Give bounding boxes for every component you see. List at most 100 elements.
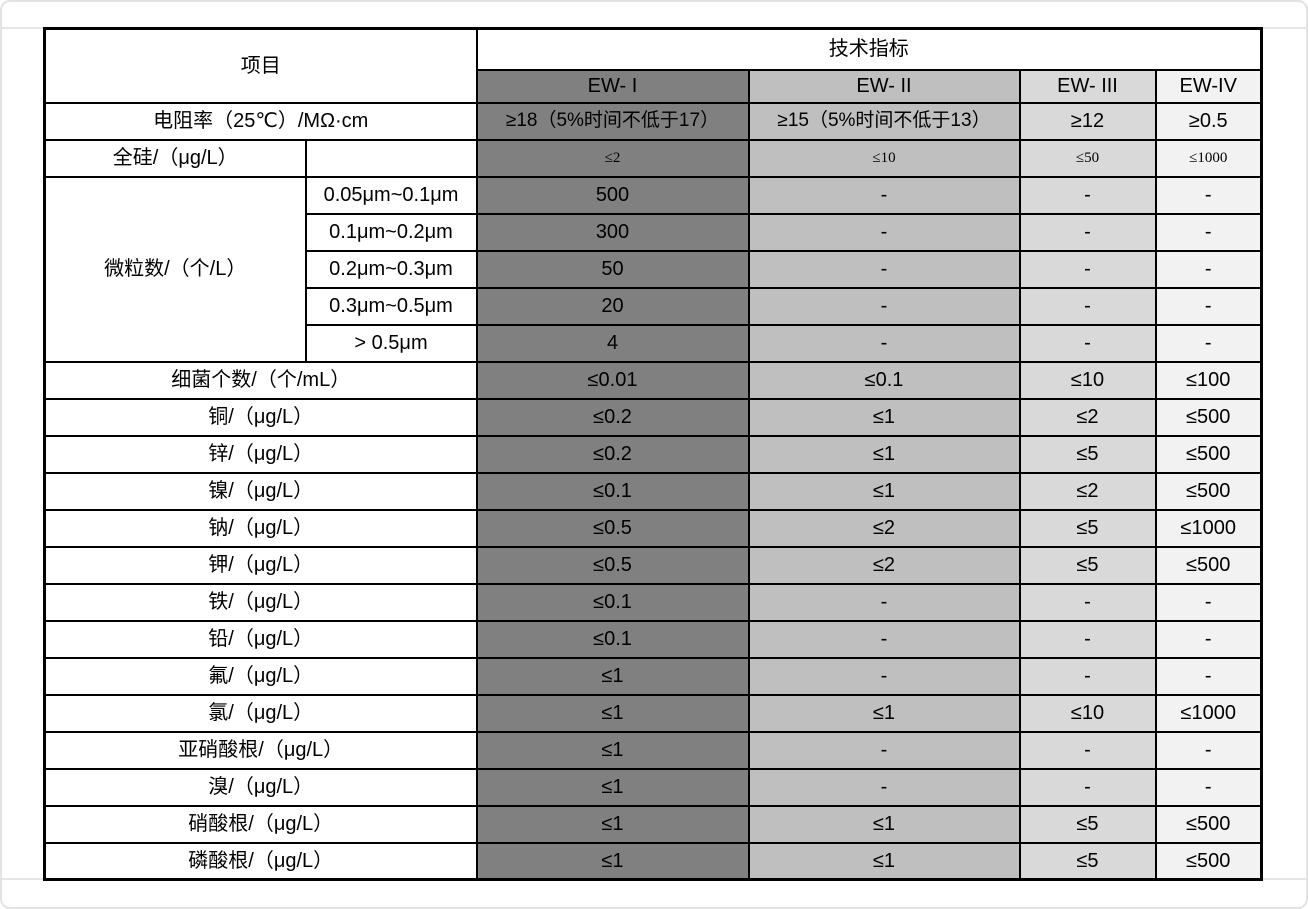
cell-ew2: ≤1	[747, 471, 1021, 511]
cell-ew4: -	[1154, 767, 1263, 807]
cell-ew1: ≤0.1	[475, 471, 750, 511]
cell-ew1: ≤0.1	[475, 619, 750, 659]
row-label: 铅/（μg/L）	[43, 619, 478, 659]
table-row: 镍/（μg/L） ≤0.1 ≤1 ≤2 ≤500	[43, 471, 1263, 511]
table-row: 溴/（μg/L） ≤1- - -	[43, 767, 1263, 807]
table-row: 硝酸根/（μg/L） ≤1 ≤1 ≤5 ≤500	[43, 804, 1263, 844]
particle-size-label: 0.1μm~0.2μm	[304, 212, 478, 252]
particle-row: 0.2μm~0.3μm 50- - -	[45, 249, 1263, 289]
cell-ew4: ≤1000	[1154, 138, 1263, 178]
cell-ew1: ≤0.2	[475, 397, 750, 437]
cell-ew1: ≤0.01	[475, 360, 750, 400]
cell-ew1: 4	[475, 323, 750, 363]
particle-row: > 0.5μm 4- - -	[45, 323, 1263, 363]
cell-ew2: -	[747, 249, 1021, 289]
particle-row: 0.1μm~0.2μm 300- - -	[45, 212, 1263, 252]
header-row-top: 项目 技术指标	[43, 27, 1263, 104]
cell-ew2: ≤2	[747, 545, 1021, 585]
cell-ew1: ≤0.1	[475, 582, 750, 622]
cell-ew2: -	[747, 582, 1021, 622]
cell-ew4: -	[1154, 656, 1263, 696]
row-label: 钠/（μg/L）	[43, 508, 478, 548]
cell-ew1: 300	[475, 212, 750, 252]
table-row: 氯/（μg/L） ≤1 ≤1 ≤10 ≤1000	[43, 693, 1263, 733]
row-label: 硝酸根/（μg/L）	[43, 804, 478, 844]
cell-ew3: -	[1018, 730, 1157, 770]
particle-size-label: 0.05μm~0.1μm	[304, 175, 478, 215]
cell-ew3: ≤5	[1018, 804, 1157, 844]
table-row: 钠/（μg/L） ≤0.5 ≤2 ≤5 ≤1000	[43, 508, 1263, 548]
grade-header-ew4: EW-IV	[1154, 68, 1263, 104]
cell-ew4: ≤500	[1154, 841, 1263, 881]
cell-ew3: -	[1018, 767, 1157, 807]
table-row: 铜/（μg/L） ≤0.2 ≤1 ≤2 ≤500	[43, 397, 1263, 437]
particle-group-label: 微粒数/（个/L）	[43, 175, 307, 363]
cell-ew4: ≤1000	[1154, 693, 1263, 733]
cell-ew2: ≤1	[747, 397, 1021, 437]
row-label: 铁/（μg/L）	[43, 582, 478, 622]
silicon-empty-cell	[304, 138, 478, 178]
cell-ew3: -	[1018, 582, 1157, 622]
cell-ew3: -	[1018, 619, 1157, 659]
cell-ew3: -	[1018, 212, 1157, 252]
row-label: 全硅/（μg/L）	[43, 138, 307, 178]
cell-ew1: 50	[475, 249, 750, 289]
table-row: 钾/（μg/L） ≤0.5 ≤2 ≤5 ≤500	[43, 545, 1263, 585]
cell-ew3: ≤2	[1018, 397, 1157, 437]
cell-ew1: ≤1	[475, 693, 750, 733]
cell-ew4: ≤1000	[1154, 508, 1263, 548]
cell-ew3: ≤50	[1018, 138, 1157, 178]
cell-ew1: ≤1	[475, 730, 750, 770]
cell-ew3: ≤5	[1018, 841, 1157, 881]
cell-ew2: ≤1	[747, 804, 1021, 844]
table-row: 氟/（μg/L） ≤1- - -	[43, 656, 1263, 696]
row-label: 磷酸根/（μg/L）	[43, 841, 478, 881]
grade-header-ew2: EW- II	[747, 68, 1021, 104]
row-label: 细菌个数/（个/mL）	[43, 360, 478, 400]
cell-ew1: ≤0.5	[475, 508, 750, 548]
particle-size-label: 0.3μm~0.5μm	[304, 286, 478, 326]
silicon-row: 全硅/（μg/L） ≤2 ≤10 ≤50 ≤1000	[43, 138, 1263, 178]
row-label: 电阻率（25℃）/MΩ·cm	[43, 101, 478, 141]
cell-ew1: ≤0.5	[475, 545, 750, 585]
cell-ew2: ≤10	[747, 138, 1021, 178]
row-label: 氯/（μg/L）	[43, 693, 478, 733]
cell-ew4: -	[1154, 323, 1263, 363]
cell-ew1: ≥18（5%时间不低于17）	[475, 101, 750, 141]
cell-ew4: -	[1154, 249, 1263, 289]
cell-ew2: ≤2	[747, 508, 1021, 548]
cell-ew2: -	[747, 175, 1021, 215]
table-row: 磷酸根/（μg/L） ≤1 ≤1 ≤5 ≤500	[43, 841, 1263, 881]
cell-ew2: -	[747, 767, 1021, 807]
cell-ew4: -	[1154, 212, 1263, 252]
cell-ew4: ≤500	[1154, 434, 1263, 474]
grade-header-ew1: EW- I	[475, 68, 750, 104]
cell-ew4: ≥0.5	[1154, 101, 1263, 141]
particle-row: 微粒数/（个/L） 0.05μm~0.1μm 500- - -	[43, 175, 1263, 363]
row-label: 亚硝酸根/（μg/L）	[43, 730, 478, 770]
cell-ew2: ≤1	[747, 693, 1021, 733]
cell-ew2: -	[747, 323, 1021, 363]
cell-ew1: ≤1	[475, 767, 750, 807]
item-header: 项目	[43, 27, 478, 104]
cell-ew3: -	[1018, 175, 1157, 215]
row-label: 镍/（μg/L）	[43, 471, 478, 511]
row-label: 溴/（μg/L）	[43, 767, 478, 807]
cell-ew3: ≤10	[1018, 693, 1157, 733]
row-label: 铜/（μg/L）	[43, 397, 478, 437]
cell-ew1: 500	[475, 175, 750, 215]
cell-ew4: -	[1154, 619, 1263, 659]
cell-ew1: 20	[475, 286, 750, 326]
cell-ew3: -	[1018, 323, 1157, 363]
cell-ew2: -	[747, 619, 1021, 659]
cell-ew4: ≤500	[1154, 397, 1263, 437]
cell-ew4: ≤500	[1154, 804, 1263, 844]
cell-ew1: ≤1	[475, 841, 750, 881]
cell-ew3: ≤5	[1018, 434, 1157, 474]
cell-ew3: -	[1018, 656, 1157, 696]
table-row: 锌/（μg/L） ≤0.2 ≤1 ≤5 ≤500	[43, 434, 1263, 474]
cell-ew4: -	[1154, 582, 1263, 622]
cell-ew3: ≤5	[1018, 508, 1157, 548]
cell-ew3: ≥12	[1018, 101, 1157, 141]
cell-ew2: ≤0.1	[747, 360, 1021, 400]
